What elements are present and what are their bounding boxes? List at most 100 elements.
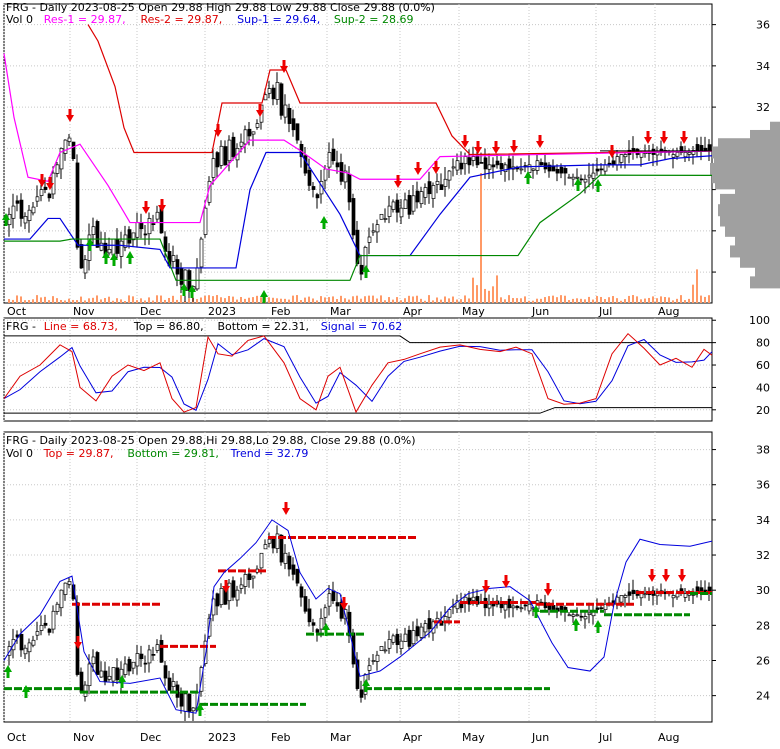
- buy-signal-arrow: [112, 260, 116, 266]
- price-candle: [679, 146, 684, 153]
- trend-candle: [583, 616, 588, 620]
- price-candle: [139, 222, 144, 230]
- volume-bar: [232, 296, 234, 303]
- sell-signal-arrow: [216, 124, 220, 130]
- volume-profile-bar: [730, 245, 780, 258]
- trend-candle: [35, 631, 40, 636]
- volume-bar: [532, 300, 534, 303]
- price-candle: [671, 154, 676, 158]
- price-candle: [99, 242, 104, 251]
- price-candle: [487, 164, 492, 170]
- bottom-signal-arrow: [572, 618, 580, 625]
- trend-candle: [399, 640, 404, 649]
- buy-signal-arrow: [110, 253, 118, 260]
- price-candle: [431, 185, 436, 199]
- trend-panel-info-text: Bottom = 29.81,: [127, 447, 219, 460]
- buy-signal-arrow: [102, 251, 110, 258]
- volume-bar: [492, 286, 494, 303]
- trend-candle: [63, 582, 68, 595]
- trend-candle: [239, 584, 244, 589]
- price-candle: [503, 164, 508, 172]
- volume-bar: [452, 296, 454, 303]
- trend-candle: [227, 582, 232, 602]
- trend-candle: [275, 533, 280, 549]
- bottom-signal-arrow: [596, 627, 600, 633]
- top-signal-arrow: [504, 575, 508, 581]
- volume-bar: [592, 299, 594, 303]
- price-candle: [247, 128, 252, 137]
- trend-candle: [519, 607, 524, 610]
- volume-bar: [424, 300, 426, 303]
- price-panel-y-tick-label: 32: [756, 101, 770, 114]
- price-panel-info-text: Sup-2 = 28.69: [334, 13, 414, 26]
- volume-bar: [188, 298, 190, 303]
- volume-bar: [208, 295, 210, 303]
- price-panel-info-text: FRG - Daily 2023-08-25 Open 29.88 High 2…: [6, 1, 435, 14]
- x-axis-label-bottom: Jun: [531, 731, 549, 744]
- price-candle: [327, 152, 332, 168]
- trend-candle: [415, 626, 420, 637]
- price-candle: [495, 160, 500, 166]
- trend-candle: [527, 603, 532, 612]
- volume-bar: [324, 297, 326, 303]
- top-signal-arrow: [484, 580, 488, 586]
- price-candle: [615, 156, 620, 166]
- volume-bar: [136, 300, 138, 303]
- price-candle: [315, 194, 320, 199]
- trend-panel-y-tick-label: 30: [756, 584, 770, 597]
- price-candle: [79, 244, 84, 269]
- volume-bar: [52, 296, 54, 303]
- trend-candle: [183, 693, 188, 712]
- volume-bar: [428, 295, 430, 303]
- volume-bar: [220, 297, 222, 303]
- volume-bar: [92, 297, 94, 303]
- volume-bar: [448, 298, 450, 303]
- volume-bar: [404, 298, 406, 303]
- volume-bar: [12, 299, 14, 303]
- trend-candle: [323, 607, 328, 618]
- trend-panel-y-tick-label: 24: [756, 690, 770, 703]
- buy-signal-arrow: [320, 216, 328, 223]
- volume-profile-bar: [718, 204, 780, 217]
- price-candle: [335, 162, 340, 168]
- trend-candle: [51, 610, 56, 630]
- volume-bar: [640, 299, 642, 303]
- trend-candle: [379, 646, 384, 651]
- volume-bar: [464, 295, 466, 303]
- bottom-signal-arrow: [534, 612, 538, 618]
- trend-candle: [179, 692, 184, 707]
- top-signal-arrow: [284, 502, 288, 508]
- volume-bar: [368, 295, 370, 303]
- price-candle: [251, 131, 256, 135]
- price-candle: [243, 129, 248, 145]
- volume-bar: [144, 300, 146, 303]
- x-axis-label-top: Aug: [658, 305, 679, 318]
- volume-bar: [184, 300, 186, 303]
- volume-bar: [164, 299, 166, 303]
- price-candle: [447, 170, 452, 181]
- price-candle: [331, 148, 336, 162]
- price-candle: [295, 123, 300, 141]
- sell-signal-arrow: [660, 137, 668, 144]
- trend-candle: [395, 633, 400, 646]
- volume-bar: [620, 300, 622, 303]
- trend-candle: [67, 581, 72, 585]
- volume-bar: [584, 299, 586, 303]
- volume-bar: [288, 299, 290, 303]
- trend-candle: [187, 693, 192, 712]
- volume-bar: [172, 295, 174, 303]
- trend-candle: [267, 538, 272, 544]
- price-candle: [427, 181, 432, 195]
- volume-bar: [516, 298, 518, 303]
- bottom-signal-arrow: [24, 692, 28, 698]
- trend-candle: [447, 609, 452, 618]
- price-candle: [623, 154, 628, 158]
- volume-bar: [552, 295, 554, 303]
- volume-profile-bar: [755, 266, 780, 279]
- price-candle: [347, 173, 352, 203]
- trend-candle: [339, 601, 344, 619]
- buy-signal-arrow: [526, 178, 530, 184]
- buy-signal-arrow: [188, 285, 196, 292]
- trend-candle: [595, 607, 600, 610]
